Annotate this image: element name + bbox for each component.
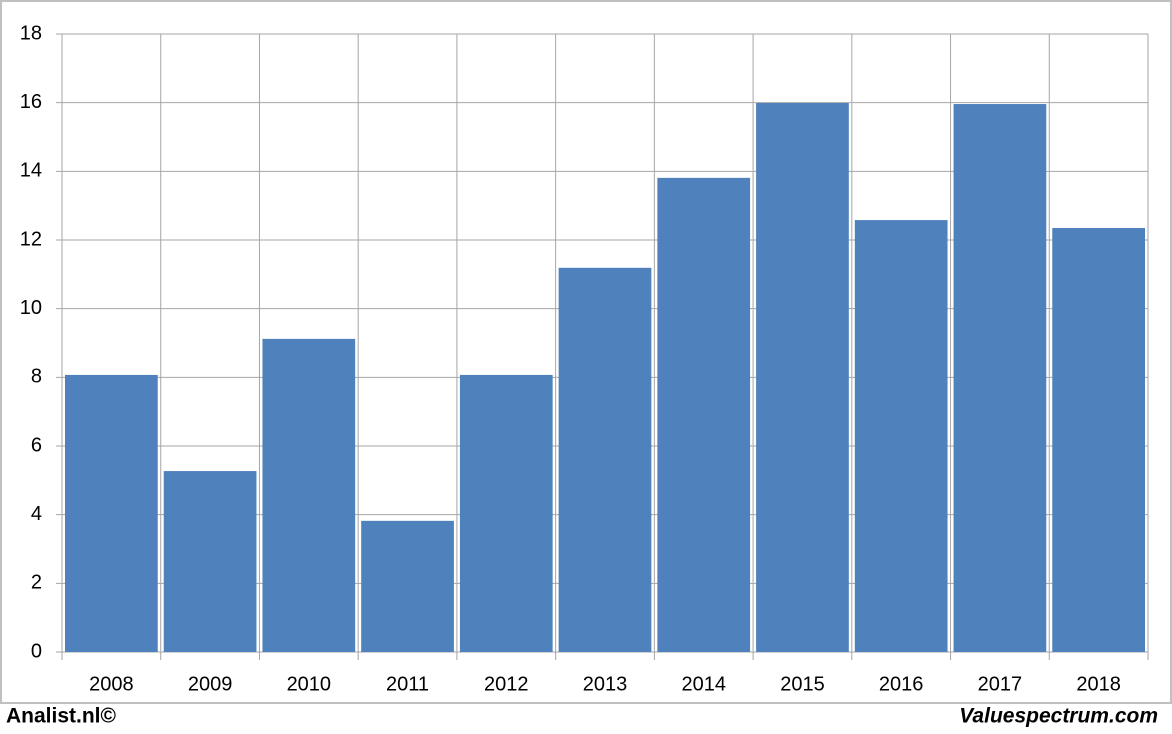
- y-tick-label: 0: [31, 640, 42, 662]
- footer-right: Valuespectrum.com: [959, 705, 1158, 728]
- bar: [558, 267, 652, 652]
- x-tick-label: 2016: [879, 673, 924, 695]
- x-tick-label: 2011: [386, 673, 429, 695]
- x-tick-label: 2009: [188, 673, 233, 695]
- x-tick-label: 2017: [978, 673, 1023, 695]
- bar: [756, 103, 849, 652]
- y-tick-label: 14: [20, 160, 42, 182]
- y-tick-label: 6: [31, 434, 42, 456]
- footer-left: Analist.nl©: [6, 705, 117, 728]
- bar: [1052, 227, 1145, 652]
- y-tick-label: 16: [20, 91, 42, 113]
- bar: [163, 471, 257, 652]
- y-tick-label: 18: [20, 22, 42, 44]
- bar: [854, 220, 948, 652]
- y-tick-label: 2: [31, 572, 42, 594]
- x-tick-label: 2018: [1076, 673, 1121, 695]
- bar: [361, 520, 454, 652]
- y-tick-label: 8: [31, 366, 42, 388]
- y-tick-label: 4: [31, 503, 42, 525]
- x-tick-label: 2015: [780, 673, 825, 695]
- x-tick-label: 2013: [583, 673, 628, 695]
- x-tick-label: 2008: [89, 673, 134, 695]
- bar: [65, 374, 158, 652]
- bar: [459, 374, 553, 652]
- bar: [657, 177, 751, 652]
- y-tick-label: 10: [20, 297, 42, 319]
- x-tick-label: 2012: [484, 673, 529, 695]
- bar: [262, 338, 356, 652]
- bar: [953, 104, 1047, 653]
- y-tick-label: 12: [20, 228, 42, 250]
- x-tick-label: 2014: [681, 673, 726, 695]
- x-tick-label: 2010: [287, 673, 332, 695]
